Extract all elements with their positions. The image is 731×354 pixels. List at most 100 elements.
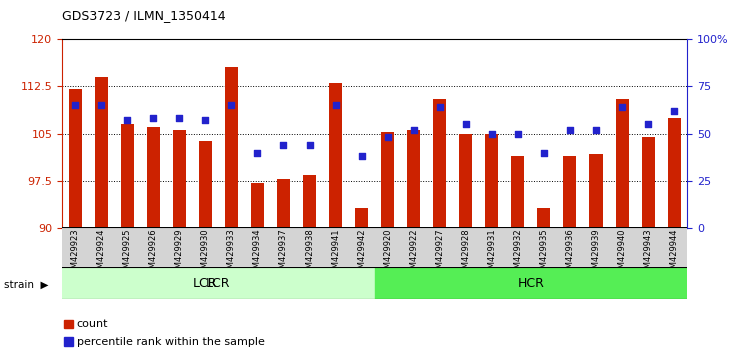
Point	[590, 127, 602, 133]
Point	[330, 102, 341, 108]
Text: GSM429929: GSM429929	[175, 229, 183, 279]
Bar	[173, 131, 186, 228]
Text: GSM429941: GSM429941	[331, 229, 340, 279]
Point	[200, 118, 211, 123]
Text: GSM429927: GSM429927	[435, 229, 444, 279]
Bar	[642, 137, 654, 228]
Text: GSM429924: GSM429924	[96, 229, 106, 279]
Bar	[121, 124, 134, 228]
Text: GSM429926: GSM429926	[149, 229, 158, 279]
Bar	[322, 227, 349, 267]
Point	[408, 127, 420, 133]
Bar	[407, 131, 420, 228]
Bar	[270, 227, 297, 267]
Bar	[277, 179, 290, 228]
Bar	[69, 90, 82, 228]
Bar	[297, 227, 322, 267]
Point	[173, 116, 185, 121]
Bar	[512, 156, 524, 228]
Bar	[349, 227, 374, 267]
Bar	[219, 227, 244, 267]
Point	[564, 127, 576, 133]
Text: LCR: LCR	[206, 277, 231, 290]
Point	[512, 131, 523, 137]
Point	[148, 116, 159, 121]
Bar	[95, 77, 107, 228]
Bar	[583, 227, 609, 267]
Text: strain  ▶: strain ▶	[4, 280, 48, 290]
Bar	[505, 227, 531, 267]
Bar	[661, 227, 687, 267]
Text: GSM429938: GSM429938	[305, 229, 314, 279]
Bar	[635, 227, 661, 267]
Text: GSM429925: GSM429925	[123, 229, 132, 279]
Text: HCR: HCR	[518, 277, 545, 290]
Bar	[433, 99, 446, 228]
Bar	[374, 267, 687, 299]
Text: GSM429939: GSM429939	[591, 229, 600, 279]
Point	[278, 142, 289, 148]
Bar	[167, 227, 192, 267]
Bar	[199, 141, 212, 228]
Bar	[401, 227, 427, 267]
Bar	[192, 227, 219, 267]
Text: GDS3723 / ILMN_1350414: GDS3723 / ILMN_1350414	[62, 9, 226, 22]
Text: GSM429922: GSM429922	[409, 229, 418, 279]
Bar	[62, 227, 88, 267]
Text: GSM429923: GSM429923	[71, 229, 80, 279]
Point	[668, 108, 680, 114]
Bar	[251, 183, 264, 228]
Bar	[114, 227, 140, 267]
Point	[303, 142, 315, 148]
Bar	[452, 227, 479, 267]
Point	[95, 102, 107, 108]
Bar	[147, 127, 160, 228]
Text: GSM429936: GSM429936	[566, 229, 575, 279]
Point	[121, 118, 133, 123]
Point	[69, 102, 81, 108]
Point	[356, 154, 368, 159]
Text: GSM429935: GSM429935	[539, 229, 548, 279]
Text: GSM429928: GSM429928	[461, 229, 470, 279]
Bar	[244, 227, 270, 267]
Text: GSM429944: GSM429944	[670, 229, 678, 279]
Bar	[485, 134, 499, 228]
Bar	[62, 267, 374, 299]
Text: GSM429934: GSM429934	[253, 229, 262, 279]
Point	[226, 102, 238, 108]
Bar	[88, 227, 114, 267]
Text: count: count	[77, 319, 108, 329]
Bar	[667, 118, 681, 228]
Bar	[459, 134, 472, 228]
Bar	[303, 175, 316, 228]
Bar	[427, 227, 452, 267]
Point	[616, 104, 628, 110]
Point	[382, 135, 393, 140]
Text: GSM429932: GSM429932	[513, 229, 523, 279]
Bar	[329, 83, 342, 228]
Point	[538, 150, 550, 155]
Bar	[609, 227, 635, 267]
Text: GSM429931: GSM429931	[488, 229, 496, 279]
Text: GSM429942: GSM429942	[357, 229, 366, 279]
Bar	[140, 227, 167, 267]
Bar	[531, 227, 557, 267]
Text: GSM429933: GSM429933	[227, 229, 236, 279]
Text: LCR: LCR	[193, 277, 218, 290]
Bar	[616, 99, 629, 228]
Bar	[564, 156, 577, 228]
Point	[434, 104, 446, 110]
Bar	[355, 208, 368, 228]
Text: GSM429940: GSM429940	[618, 229, 626, 279]
Bar	[537, 208, 550, 228]
Point	[460, 121, 471, 127]
Text: GSM429937: GSM429937	[279, 229, 288, 279]
Bar	[557, 227, 583, 267]
Bar	[381, 132, 394, 228]
Text: GSM429943: GSM429943	[643, 229, 653, 279]
Point	[643, 121, 654, 127]
Bar	[225, 67, 238, 228]
Point	[486, 131, 498, 137]
Bar	[589, 154, 602, 228]
Text: GSM429920: GSM429920	[383, 229, 392, 279]
